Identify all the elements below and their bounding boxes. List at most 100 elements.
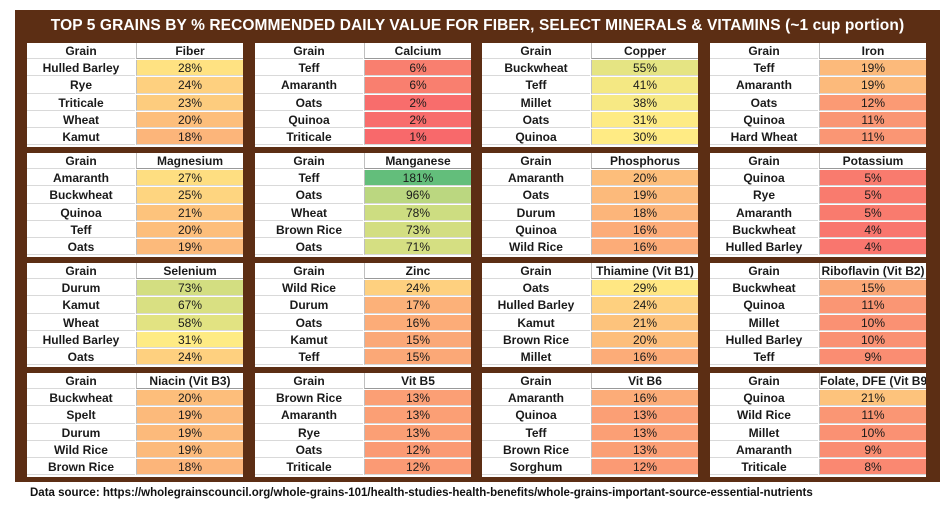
grain-label: Buckwheat <box>482 60 590 77</box>
value-cell: 13% <box>591 407 698 424</box>
grain-label: Triticale <box>27 94 135 111</box>
grain-label: Oats <box>255 314 363 331</box>
value-cell: 78% <box>364 204 471 221</box>
grain-label: Spelt <box>27 407 135 424</box>
value-cell: 20% <box>136 111 243 129</box>
grain-label: Brown Rice <box>255 221 363 239</box>
grain-label: Brown Rice <box>255 390 363 407</box>
grain-label: Brown Rice <box>27 459 135 476</box>
grain-label: Oats <box>27 239 135 256</box>
value-cell: 11% <box>819 407 926 424</box>
value-cell: 25% <box>136 187 243 204</box>
grain-header: Grain <box>27 373 135 389</box>
grain-label: Oats <box>482 280 590 297</box>
grain-label: Wild Rice <box>710 407 818 424</box>
value-cell: 13% <box>591 424 698 441</box>
nutrient-header: Copper <box>591 43 698 59</box>
value-cell: 19% <box>136 407 243 424</box>
grain-label: Rye <box>255 424 363 441</box>
value-cell: 11% <box>819 111 926 129</box>
value-cell: 16% <box>591 390 698 407</box>
value-cell: 19% <box>136 424 243 441</box>
panel-folate-dfe-vit-b9: Grain Folate, DFE (Vit B9) Quinoa 21% Wild R… <box>710 373 926 477</box>
value-cell: 30% <box>591 129 698 146</box>
data-source-note: Data source: https://wholegrainscouncil.… <box>30 487 813 499</box>
grain-label: Wild Rice <box>27 441 135 459</box>
grain-header: Grain <box>710 263 818 279</box>
grain-label: Millet <box>710 424 818 441</box>
value-cell: 181% <box>364 170 471 187</box>
grain-header: Grain <box>482 153 590 169</box>
grain-label: Quinoa <box>482 129 590 146</box>
grain-label: Sorghum <box>482 459 590 476</box>
grain-header: Grain <box>482 263 590 279</box>
value-cell: 96% <box>364 187 471 204</box>
nutrient-header: Selenium <box>136 263 243 279</box>
value-cell: 16% <box>591 221 698 239</box>
grain-label: Quinoa <box>255 111 363 129</box>
grain-label: Brown Rice <box>482 441 590 459</box>
grain-label: Oats <box>255 94 363 111</box>
value-cell: 10% <box>819 331 926 349</box>
value-cell: 18% <box>136 129 243 146</box>
value-cell: 28% <box>136 60 243 77</box>
chart-frame: TOP 5 GRAINS BY % RECOMMENDED DAILY VALU… <box>15 10 940 482</box>
grain-label: Wild Rice <box>255 280 363 297</box>
grain-label: Quinoa <box>710 111 818 129</box>
value-cell: 20% <box>591 170 698 187</box>
grain-label: Oats <box>710 94 818 111</box>
grain-label: Oats <box>482 111 590 129</box>
grain-label: Teff <box>482 77 590 94</box>
grain-label: Teff <box>255 60 363 77</box>
nutrient-header: Niacin (Vit B3) <box>136 373 243 389</box>
grain-header: Grain <box>27 43 135 59</box>
value-cell: 9% <box>819 441 926 459</box>
grain-label: Hulled Barley <box>710 331 818 349</box>
value-cell: 2% <box>364 111 471 129</box>
grain-label: Teff <box>710 349 818 366</box>
nutrient-header: Thiamine (Vit B1) <box>591 263 698 279</box>
panel-thiamine-vit-b1: Grain Thiamine (Vit B1) Oats 29% Hulled Barl… <box>482 263 698 367</box>
grain-header: Grain <box>710 373 818 389</box>
value-cell: 24% <box>136 77 243 94</box>
value-cell: 31% <box>136 331 243 349</box>
nutrient-header: Zinc <box>364 263 471 279</box>
grain-label: Hulled Barley <box>710 239 818 256</box>
value-cell: 13% <box>364 407 471 424</box>
value-cell: 5% <box>819 204 926 221</box>
grain-label: Quinoa <box>482 407 590 424</box>
value-cell: 18% <box>591 204 698 221</box>
grain-label: Wheat <box>255 204 363 221</box>
value-cell: 24% <box>136 349 243 366</box>
grain-header: Grain <box>27 263 135 279</box>
value-cell: 8% <box>819 459 926 476</box>
grain-label: Durum <box>255 297 363 314</box>
chart-title: TOP 5 GRAINS BY % RECOMMENDED DAILY VALU… <box>50 17 905 34</box>
nutrient-header: Vit B5 <box>364 373 471 389</box>
value-cell: 12% <box>364 441 471 459</box>
value-cell: 13% <box>364 390 471 407</box>
grain-label: Rye <box>710 187 818 204</box>
value-cell: 21% <box>819 390 926 407</box>
value-cell: 2% <box>364 94 471 111</box>
panel-vit-b5: Grain Vit B5 Brown Rice 13% Amaranth 13% Rye 13… <box>255 373 471 477</box>
grain-label: Kamut <box>27 297 135 314</box>
grain-label: Wheat <box>27 314 135 331</box>
value-cell: 19% <box>591 187 698 204</box>
value-cell: 29% <box>591 280 698 297</box>
grain-label: Triticale <box>255 129 363 146</box>
panel-magnesium: Grain Magnesium Amaranth 27% Buckwheat 25% Qui… <box>27 153 243 257</box>
value-cell: 16% <box>591 349 698 366</box>
value-cell: 1% <box>364 129 471 146</box>
panel-iron: Grain Iron Teff 19% Amaranth 19% Oats 12% Quinoa… <box>710 43 926 147</box>
value-cell: 21% <box>591 314 698 331</box>
grain-label: Amaranth <box>710 77 818 94</box>
grain-label: Oats <box>482 187 590 204</box>
value-cell: 15% <box>364 349 471 366</box>
value-cell: 18% <box>136 459 243 476</box>
grain-label: Kamut <box>482 314 590 331</box>
panel-riboflavin-vit-b2: Grain Riboflavin (Vit B2) Buckwheat 15% Quin… <box>710 263 926 367</box>
grain-header: Grain <box>27 153 135 169</box>
value-cell: 20% <box>136 221 243 239</box>
grain-label: Amaranth <box>710 441 818 459</box>
